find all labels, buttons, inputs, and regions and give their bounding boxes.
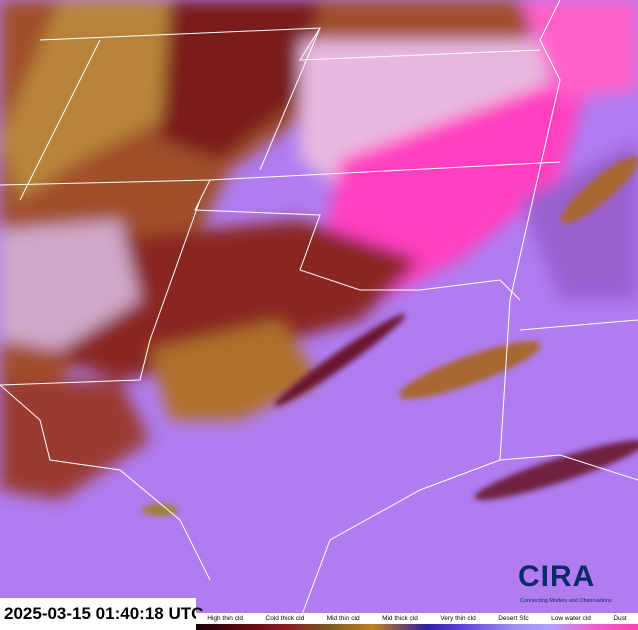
timestamp-label: 2025-03-15 01:40:18 UTC (0, 598, 203, 630)
legend-label-mid-thin-cloud: Mid thin cld (326, 615, 360, 622)
legend-label-cold-thick-cloud: Cold thick cld (265, 615, 305, 622)
logo-text: CIRA (518, 560, 596, 593)
cloud-bands (142, 156, 638, 516)
legend-label-dust: Dust (613, 615, 627, 622)
legend-label-very-thin-cloud: Very thin cld (440, 615, 476, 622)
legend-label-mid-thick-cloud: Mid thick cld (382, 615, 418, 622)
legend-label-desert-surface: Desert Sfc (498, 615, 529, 622)
legend-color-bar (196, 624, 638, 630)
logo-tagline: Connecting Models and Observations (520, 598, 612, 604)
color-legend: High thin cld Cold thick cld Mid thin cl… (196, 613, 638, 630)
cira-logo: CIRA Connecting Models and Observations (518, 560, 633, 610)
legend-label-low-water-cloud: Low water cld (551, 615, 591, 622)
legend-label-high-thin-cloud: High thin cld (207, 615, 244, 622)
